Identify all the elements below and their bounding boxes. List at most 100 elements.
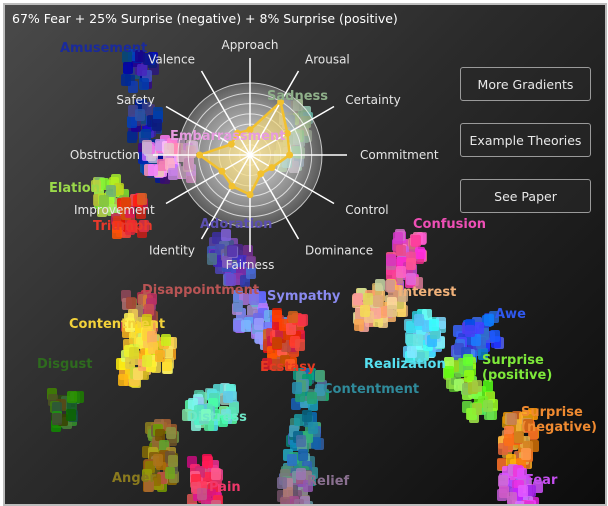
data-point[interactable] — [121, 73, 132, 86]
data-point[interactable] — [129, 373, 140, 386]
data-point[interactable] — [66, 409, 76, 422]
data-point[interactable] — [154, 350, 165, 363]
data-point[interactable] — [155, 139, 166, 152]
data-point[interactable] — [141, 141, 152, 154]
data-point[interactable] — [111, 226, 122, 239]
data-point[interactable] — [128, 331, 139, 344]
data-point[interactable] — [286, 454, 297, 467]
data-point[interactable] — [48, 394, 59, 407]
data-point[interactable] — [67, 400, 78, 413]
data-point[interactable] — [210, 500, 221, 504]
data-point[interactable] — [280, 468, 291, 481]
data-point[interactable] — [478, 327, 489, 340]
data-point[interactable] — [136, 99, 147, 112]
data-point[interactable] — [141, 314, 152, 327]
data-point[interactable] — [108, 176, 119, 189]
data-point[interactable] — [413, 314, 424, 327]
data-point[interactable] — [306, 391, 317, 404]
data-point[interactable] — [294, 413, 305, 426]
data-point[interactable] — [202, 472, 213, 485]
data-point[interactable] — [285, 323, 296, 336]
data-point[interactable] — [528, 408, 539, 421]
emotion-label[interactable]: Elation — [49, 181, 100, 196]
data-point[interactable] — [124, 319, 135, 332]
data-point[interactable] — [170, 142, 181, 155]
data-point[interactable] — [118, 188, 129, 201]
data-point[interactable] — [206, 252, 217, 265]
data-point[interactable] — [507, 412, 518, 425]
data-point[interactable] — [426, 334, 437, 347]
data-point[interactable] — [386, 304, 397, 317]
data-point[interactable] — [213, 384, 224, 397]
data-point[interactable] — [166, 434, 177, 447]
data-point[interactable] — [477, 395, 488, 408]
data-point[interactable] — [258, 308, 269, 321]
data-point[interactable] — [504, 426, 515, 439]
data-point[interactable] — [271, 310, 282, 323]
data-point[interactable] — [239, 275, 250, 288]
data-point[interactable] — [307, 399, 318, 412]
data-point[interactable] — [528, 439, 539, 452]
data-point[interactable] — [282, 477, 293, 490]
data-point[interactable] — [484, 313, 495, 326]
data-point[interactable] — [502, 465, 513, 478]
data-point[interactable] — [151, 360, 162, 373]
data-point[interactable] — [213, 494, 224, 504]
data-point[interactable] — [393, 284, 404, 297]
data-point[interactable] — [254, 332, 265, 345]
data-point[interactable] — [73, 391, 84, 404]
emotion-label[interactable]: Distress — [187, 410, 247, 425]
data-point[interactable] — [406, 334, 417, 347]
data-point[interactable] — [217, 414, 228, 427]
data-point[interactable] — [478, 347, 489, 360]
data-point[interactable] — [146, 330, 157, 343]
data-point[interactable] — [395, 305, 406, 318]
data-point[interactable] — [406, 345, 417, 358]
data-point[interactable] — [515, 500, 526, 504]
data-point[interactable] — [295, 371, 306, 384]
data-point[interactable] — [147, 342, 158, 355]
data-point[interactable] — [299, 496, 310, 504]
data-point[interactable] — [141, 128, 152, 141]
data-point[interactable] — [372, 294, 383, 307]
data-point[interactable] — [315, 384, 326, 397]
data-point[interactable] — [484, 331, 495, 344]
emotion-label[interactable]: Embarrassment — [170, 129, 286, 144]
data-point[interactable] — [167, 454, 178, 467]
data-point[interactable] — [135, 336, 146, 349]
data-point[interactable] — [275, 326, 286, 339]
data-point[interactable] — [247, 305, 258, 318]
data-point[interactable] — [121, 290, 132, 303]
data-point[interactable] — [98, 178, 109, 191]
emotion-label[interactable]: Awe — [495, 307, 526, 322]
data-point[interactable] — [454, 379, 465, 392]
data-point[interactable] — [215, 261, 226, 274]
data-point[interactable] — [144, 421, 155, 434]
data-point[interactable] — [498, 474, 509, 487]
data-point[interactable] — [406, 252, 417, 265]
data-point[interactable] — [294, 498, 305, 504]
data-point[interactable] — [201, 408, 212, 421]
data-point[interactable] — [396, 244, 407, 257]
data-point[interactable] — [517, 468, 527, 481]
data-point[interactable] — [294, 459, 305, 472]
data-point[interactable] — [145, 149, 156, 162]
data-point[interactable] — [443, 357, 454, 370]
data-point[interactable] — [375, 278, 386, 291]
data-point[interactable] — [504, 433, 515, 446]
more-gradients-button[interactable]: More Gradients — [460, 67, 591, 101]
data-point[interactable] — [187, 455, 198, 468]
emotion-label[interactable]: Surprise (positive) — [482, 353, 553, 383]
data-point[interactable] — [51, 402, 62, 415]
data-point[interactable] — [520, 448, 531, 461]
data-point[interactable] — [277, 489, 288, 502]
data-point[interactable] — [472, 403, 483, 416]
emotion-label[interactable]: Relief — [307, 474, 350, 489]
data-point[interactable] — [302, 479, 313, 492]
emotion-map[interactable]: Approach Arousal Certainty Commitment Contro… — [3, 3, 607, 506]
emotion-label[interactable]: Realization — [364, 357, 446, 372]
data-point[interactable] — [472, 380, 483, 393]
data-point[interactable] — [453, 360, 464, 373]
data-point[interactable] — [188, 397, 199, 410]
data-point[interactable] — [142, 446, 153, 459]
